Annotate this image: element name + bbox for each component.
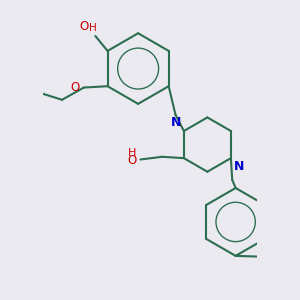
Text: H: H (89, 23, 97, 33)
Text: O: O (80, 20, 89, 33)
Text: N: N (171, 116, 181, 129)
Text: N: N (234, 160, 244, 173)
Text: O: O (128, 154, 137, 167)
Text: O: O (70, 81, 80, 94)
Text: H: H (128, 148, 136, 158)
